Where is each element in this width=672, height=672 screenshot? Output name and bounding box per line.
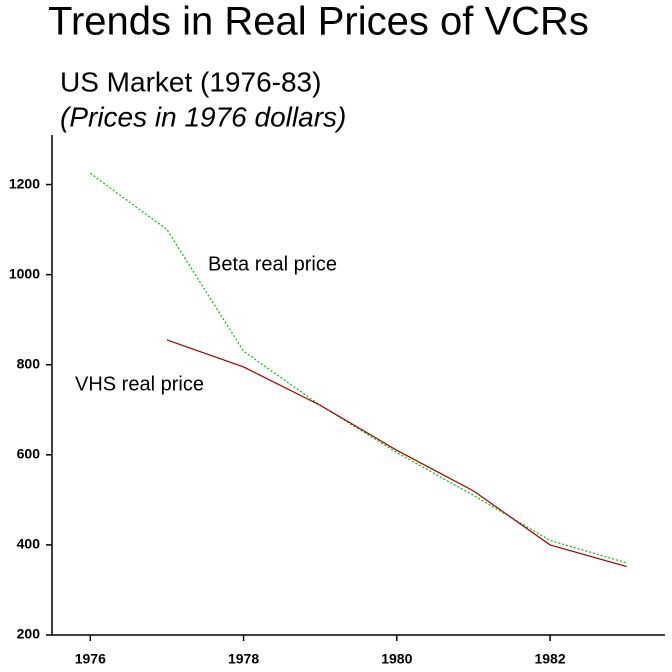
series-label: Beta real price xyxy=(208,253,337,275)
y-tick-label: 600 xyxy=(17,446,41,462)
x-tick-label: 1980 xyxy=(381,651,412,667)
y-tick-label: 400 xyxy=(17,536,41,552)
series-label: VHS real price xyxy=(75,373,204,395)
y-tick-label: 1000 xyxy=(9,265,40,281)
y-tick-label: 1200 xyxy=(9,175,40,191)
x-tick-label: 1976 xyxy=(75,651,106,667)
line-series xyxy=(166,339,627,568)
x-tick-label: 1982 xyxy=(534,651,565,667)
chart-title: Trends in Real Prices of VCRs xyxy=(48,0,589,44)
x-tick-label: 1978 xyxy=(228,651,259,667)
chart-subtitle: US Market (1976-83) xyxy=(60,66,321,97)
y-tick-label: 800 xyxy=(17,355,41,371)
chart-subtitle: (Prices in 1976 dollars) xyxy=(60,101,346,132)
y-tick-label: 200 xyxy=(17,626,41,642)
line-series xyxy=(89,172,627,564)
